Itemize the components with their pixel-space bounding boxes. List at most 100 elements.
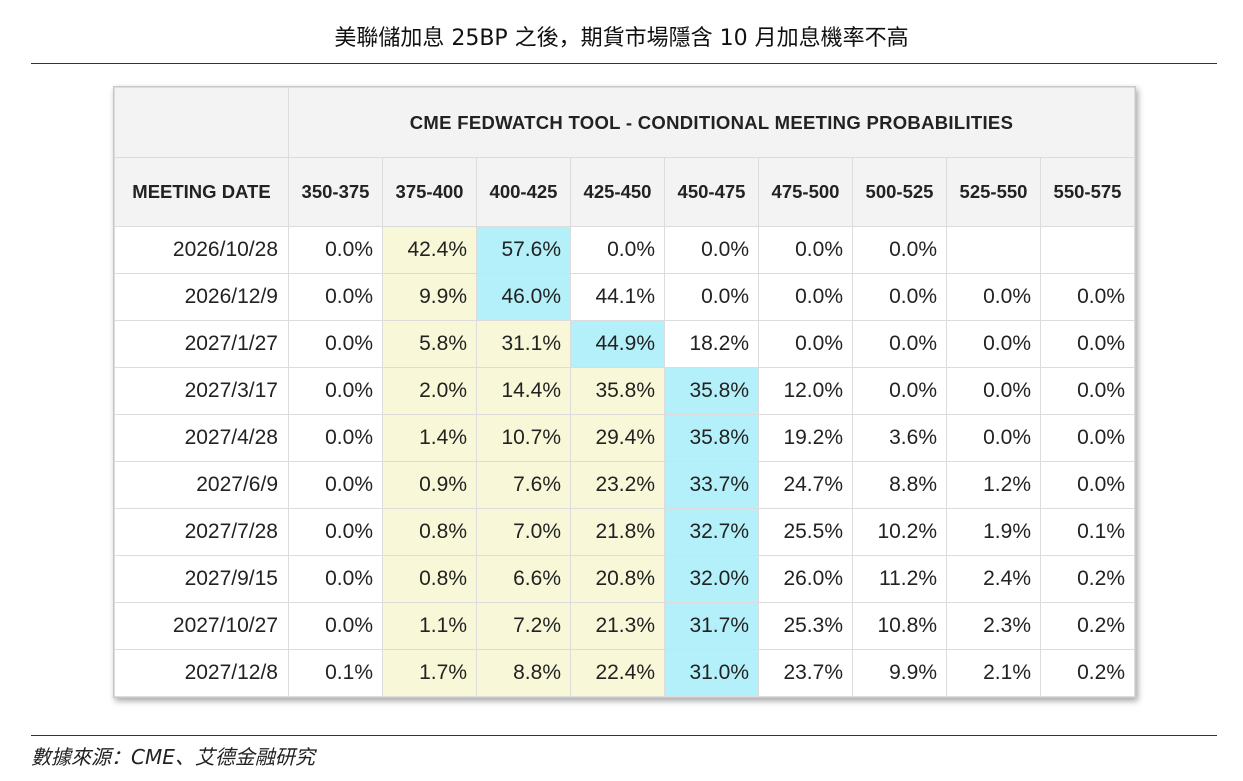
meeting-date-cell: 2027/4/28: [114, 414, 289, 462]
probability-cell: 29.4%: [570, 414, 665, 462]
probability-cell: 0.0%: [852, 367, 947, 415]
probability-cell: 0.2%: [1040, 555, 1135, 603]
rate-range-header: 550-575: [1040, 157, 1135, 227]
probability-cell: 31.0%: [664, 649, 759, 697]
probability-cell: 23.2%: [570, 461, 665, 509]
table-row: 2026/10/28 0.0% 42.4% 57.6% 0.0% 0.0% 0.0% 0.0%: [114, 226, 1135, 274]
probability-cell: 19.2%: [758, 414, 853, 462]
table-row: 2027/4/28 0.0% 1.4% 10.7% 29.4% 35.8% 19.2% 3.6…: [114, 414, 1135, 462]
probability-cell: 23.7%: [758, 649, 853, 697]
probability-cell: 8.8%: [476, 649, 571, 697]
probability-cell: 8.8%: [852, 461, 947, 509]
probability-cell: 1.7%: [382, 649, 477, 697]
probability-cell: [1040, 226, 1135, 274]
probability-cell: 35.8%: [570, 367, 665, 415]
probability-cell: 25.3%: [758, 602, 853, 650]
probability-cell: 1.1%: [382, 602, 477, 650]
fedwatch-table-container: CME FEDWATCH TOOL - CONDITIONAL MEETING …: [113, 86, 1136, 698]
probability-cell: 0.0%: [288, 555, 383, 603]
probability-cell: 18.2%: [664, 320, 759, 368]
source-divider: [31, 735, 1217, 736]
probability-cell: 0.0%: [664, 226, 759, 274]
probability-cell: 21.8%: [570, 508, 665, 556]
table-row: 2027/9/15 0.0% 0.8% 6.6% 20.8% 32.0% 26.0% 11.2…: [114, 555, 1135, 603]
probability-cell: 0.0%: [852, 226, 947, 274]
meeting-date-cell: 2027/10/27: [114, 602, 289, 650]
title-divider: [31, 63, 1217, 64]
probability-cell: 9.9%: [382, 273, 477, 321]
probability-cell: 0.0%: [852, 273, 947, 321]
probability-cell: 0.1%: [288, 649, 383, 697]
probability-cell: 0.8%: [382, 508, 477, 556]
probability-cell: 12.0%: [758, 367, 853, 415]
table-row: 2027/3/17 0.0% 2.0% 14.4% 35.8% 35.8% 12.0% 0.0…: [114, 367, 1135, 415]
probability-cell: 0.0%: [758, 226, 853, 274]
probability-cell: 0.0%: [1040, 461, 1135, 509]
probability-cell: 0.0%: [288, 273, 383, 321]
probability-cell: 0.0%: [288, 508, 383, 556]
probability-cell: 46.0%: [476, 273, 571, 321]
probability-cell: 20.8%: [570, 555, 665, 603]
probability-cell: 0.8%: [382, 555, 477, 603]
probability-cell: 0.0%: [1040, 320, 1135, 368]
probability-cell: 0.0%: [758, 273, 853, 321]
probability-cell: 0.0%: [946, 273, 1041, 321]
page-title: 美聯儲加息 25BP 之後，期貨市場隱含 10 月加息機率不高: [334, 26, 909, 51]
probability-cell: 0.0%: [1040, 414, 1135, 462]
probability-cell: 10.2%: [852, 508, 947, 556]
probability-cell: 0.9%: [382, 461, 477, 509]
meeting-date-cell: 2027/6/9: [114, 461, 289, 509]
probability-cell: 0.0%: [570, 226, 665, 274]
probability-cell: 0.0%: [288, 461, 383, 509]
probability-cell: 0.1%: [1040, 508, 1135, 556]
probability-cell: 9.9%: [852, 649, 947, 697]
fedwatch-table: CME FEDWATCH TOOL - CONDITIONAL MEETING …: [114, 87, 1135, 697]
probability-cell: 1.4%: [382, 414, 477, 462]
probability-cell: 32.7%: [664, 508, 759, 556]
table-body: 2026/10/28 0.0% 42.4% 57.6% 0.0% 0.0% 0.0% 0.0%…: [114, 226, 1135, 697]
table-row: 2026/12/9 0.0% 9.9% 46.0% 44.1% 0.0% 0.0% 0.0% 0…: [114, 273, 1135, 321]
probability-cell: 0.0%: [288, 602, 383, 650]
probability-cell: 25.5%: [758, 508, 853, 556]
probability-cell: 0.0%: [946, 320, 1041, 368]
probability-cell: 32.0%: [664, 555, 759, 603]
probability-cell: 7.6%: [476, 461, 571, 509]
probability-cell: 35.8%: [664, 414, 759, 462]
meeting-date-cell: 2027/3/17: [114, 367, 289, 415]
meeting-date-cell: 2027/12/8: [114, 649, 289, 697]
probability-cell: 2.4%: [946, 555, 1041, 603]
meeting-date-cell: 2027/7/28: [114, 508, 289, 556]
rate-range-header: 400-425: [476, 157, 571, 227]
probability-cell: 2.1%: [946, 649, 1041, 697]
probability-cell: 0.0%: [852, 320, 947, 368]
probability-cell: 31.1%: [476, 320, 571, 368]
rate-range-header: 475-500: [758, 157, 853, 227]
rate-range-header: 425-450: [570, 157, 665, 227]
probability-cell: 26.0%: [758, 555, 853, 603]
probability-cell: 0.2%: [1040, 649, 1135, 697]
meeting-date-cell: 2026/10/28: [114, 226, 289, 274]
probability-cell: 42.4%: [382, 226, 477, 274]
probability-cell: 33.7%: [664, 461, 759, 509]
probability-cell: 24.7%: [758, 461, 853, 509]
rate-range-header: 350-375: [288, 157, 383, 227]
rate-range-header: 450-475: [664, 157, 759, 227]
rate-range-header: 500-525: [852, 157, 947, 227]
probability-cell: 57.6%: [476, 226, 571, 274]
probability-cell: 0.0%: [288, 226, 383, 274]
meeting-date-cell: 2026/12/9: [114, 273, 289, 321]
probability-cell: 2.3%: [946, 602, 1041, 650]
rate-range-header: 375-400: [382, 157, 477, 227]
probability-cell: 11.2%: [852, 555, 947, 603]
table-row: 2027/1/27 0.0% 5.8% 31.1% 44.9% 18.2% 0.0% 0.0%…: [114, 320, 1135, 368]
table-row: 2027/6/9 0.0% 0.9% 7.6% 23.2% 33.7% 24.7% 8.8% 1…: [114, 461, 1135, 509]
probability-cell: 1.9%: [946, 508, 1041, 556]
table-row: 2027/12/8 0.1% 1.7% 8.8% 22.4% 31.0% 23.7% 9.9%…: [114, 649, 1135, 697]
probability-cell: 0.0%: [1040, 367, 1135, 415]
probability-cell: 1.2%: [946, 461, 1041, 509]
meeting-date-header: MEETING DATE: [114, 157, 289, 227]
probability-cell: 35.8%: [664, 367, 759, 415]
probability-cell: 0.0%: [758, 320, 853, 368]
probability-cell: 3.6%: [852, 414, 947, 462]
probability-cell: 0.2%: [1040, 602, 1135, 650]
